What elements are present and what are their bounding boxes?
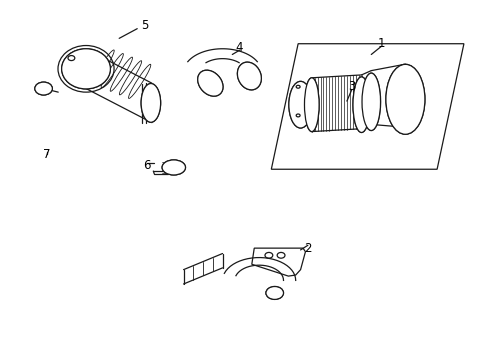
Circle shape <box>35 82 52 95</box>
Ellipse shape <box>61 49 110 89</box>
Ellipse shape <box>197 70 223 96</box>
Circle shape <box>296 114 300 117</box>
Text: 4: 4 <box>235 41 243 54</box>
Text: 2: 2 <box>304 242 311 255</box>
Ellipse shape <box>288 81 312 128</box>
Ellipse shape <box>304 78 319 132</box>
Text: 1: 1 <box>377 37 384 50</box>
Ellipse shape <box>237 62 261 90</box>
Circle shape <box>265 287 283 300</box>
Ellipse shape <box>141 84 160 122</box>
Text: 5: 5 <box>141 19 148 32</box>
Ellipse shape <box>361 73 380 131</box>
Text: 7: 7 <box>43 148 51 161</box>
Circle shape <box>68 55 75 60</box>
Ellipse shape <box>162 160 185 175</box>
Text: 6: 6 <box>143 159 150 172</box>
Ellipse shape <box>352 77 369 132</box>
Circle shape <box>296 85 300 88</box>
Ellipse shape <box>385 64 424 134</box>
Text: 3: 3 <box>347 80 355 93</box>
